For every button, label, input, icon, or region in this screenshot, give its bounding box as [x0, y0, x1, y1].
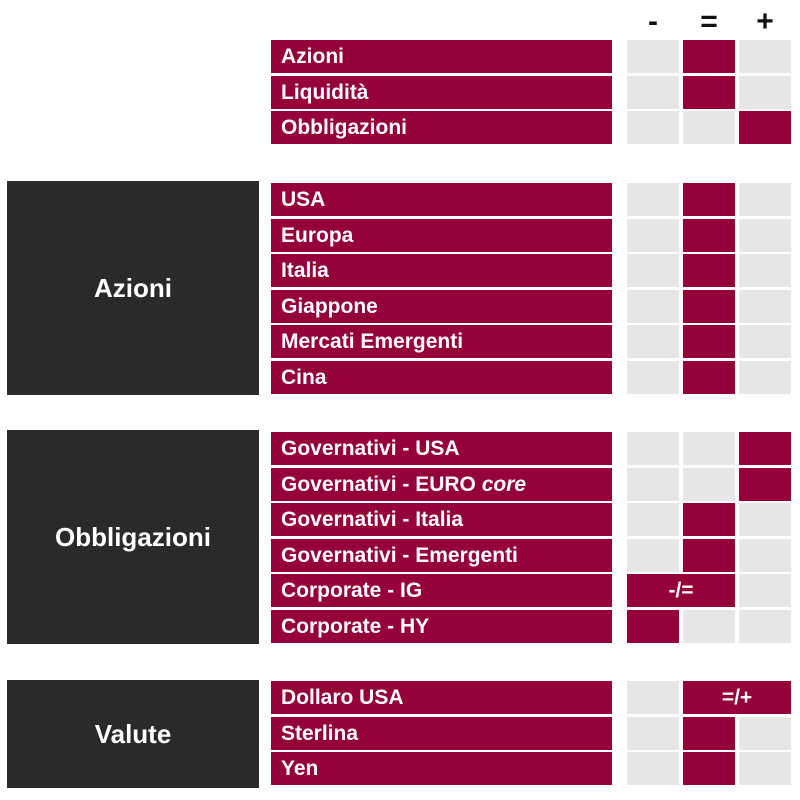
yen-plus-cell — [739, 752, 791, 785]
row-label-yen: Yen — [271, 752, 612, 785]
giappone-equal-cell — [683, 290, 735, 323]
giappone-minus-cell — [627, 290, 679, 323]
summary-obbligazioni-equal-cell — [683, 111, 735, 144]
summary-azioni-plus-cell — [739, 40, 791, 73]
category-valute: Valute — [7, 680, 259, 788]
yen-equal-cell — [683, 752, 735, 785]
usa-minus-cell — [627, 183, 679, 216]
row-label-governativi-usa: Governativi - USA — [271, 432, 612, 465]
summary-azioni-minus-cell — [627, 40, 679, 73]
italia-plus-cell — [739, 254, 791, 287]
mercati-emergenti-plus-cell — [739, 325, 791, 358]
usa-equal-cell — [683, 183, 735, 216]
summary-liquidita-equal-cell — [683, 76, 735, 109]
governativi-emergenti-minus-cell — [627, 539, 679, 572]
mercati-emergenti-minus-cell — [627, 325, 679, 358]
europa-minus-cell — [627, 219, 679, 252]
row-label-mercati-emergenti: Mercati Emergenti — [271, 325, 612, 358]
cina-plus-cell — [739, 361, 791, 394]
row-label-governativi-euro-italic: core — [481, 473, 527, 496]
governativi-emergenti-plus-cell — [739, 539, 791, 572]
corporate-hy-plus-cell — [739, 610, 791, 643]
governativi-usa-plus-cell — [739, 432, 791, 465]
governativi-italia-equal-cell — [683, 503, 735, 536]
header-equal: = — [700, 5, 718, 38]
row-label-corporate-ig: Corporate - IG — [271, 574, 612, 607]
governativi-italia-minus-cell — [627, 503, 679, 536]
row-label-sterlina: Sterlina — [271, 717, 612, 750]
row-label-cina: Cina — [271, 361, 612, 394]
row-label-governativi-euro-main: Governativi - EURO — [281, 473, 482, 496]
corporate-hy-minus-cell — [627, 610, 679, 643]
row-label-corporate-hy: Corporate - HY — [271, 610, 612, 643]
row-label-giappone: Giappone — [271, 290, 612, 323]
europa-equal-cell — [683, 219, 735, 252]
italia-minus-cell — [627, 254, 679, 287]
summary-label-obbligazioni: Obbligazioni — [271, 111, 612, 144]
summary-obbligazioni-minus-cell — [627, 111, 679, 144]
corporate-ig-minus-equal-span: -/= — [627, 574, 735, 607]
yen-minus-cell — [627, 752, 679, 785]
governativi-euro-core-equal-cell — [683, 468, 735, 501]
row-label-usa: USA — [271, 183, 612, 216]
summary-liquidita-plus-cell — [739, 76, 791, 109]
usa-plus-cell — [739, 183, 791, 216]
dollaro-usa-equal-plus-span: =/+ — [683, 681, 791, 714]
row-label-governativi-emergenti: Governativi - Emergenti — [271, 539, 612, 572]
sterlina-equal-cell — [683, 717, 735, 750]
mercati-emergenti-equal-cell — [683, 325, 735, 358]
governativi-euro-core-minus-cell — [627, 468, 679, 501]
row-label-dollaro-usa: Dollaro USA — [271, 681, 612, 714]
sterlina-minus-cell — [627, 717, 679, 750]
summary-azioni-equal-cell — [683, 40, 735, 73]
row-label-governativi-italia: Governativi - Italia — [271, 503, 612, 536]
europa-plus-cell — [739, 219, 791, 252]
summary-liquidita-minus-cell — [627, 76, 679, 109]
category-azioni: Azioni — [7, 181, 259, 395]
dollaro-usa-minus-cell — [627, 681, 679, 714]
corporate-ig-plus-cell — [739, 574, 791, 607]
governativi-italia-plus-cell — [739, 503, 791, 536]
row-label-europa: Europa — [271, 219, 612, 252]
sterlina-plus-cell — [739, 717, 791, 750]
category-obbligazioni: Obbligazioni — [7, 430, 259, 644]
row-label-italia: Italia — [271, 254, 612, 287]
summary-label-liquidita: Liquidità — [271, 76, 612, 109]
giappone-plus-cell — [739, 290, 791, 323]
cina-equal-cell — [683, 361, 735, 394]
header-minus: - — [648, 5, 658, 38]
governativi-usa-minus-cell — [627, 432, 679, 465]
header-plus: + — [756, 5, 774, 38]
governativi-usa-equal-cell — [683, 432, 735, 465]
summary-obbligazioni-plus-cell — [739, 111, 791, 144]
italia-equal-cell — [683, 254, 735, 287]
summary-label-azioni: Azioni — [271, 40, 612, 73]
corporate-hy-equal-cell — [683, 610, 735, 643]
governativi-euro-core-plus-cell — [739, 468, 791, 501]
governativi-emergenti-equal-cell — [683, 539, 735, 572]
cina-minus-cell — [627, 361, 679, 394]
row-label-governativi-euro-core: Governativi - EURO core — [271, 468, 612, 501]
